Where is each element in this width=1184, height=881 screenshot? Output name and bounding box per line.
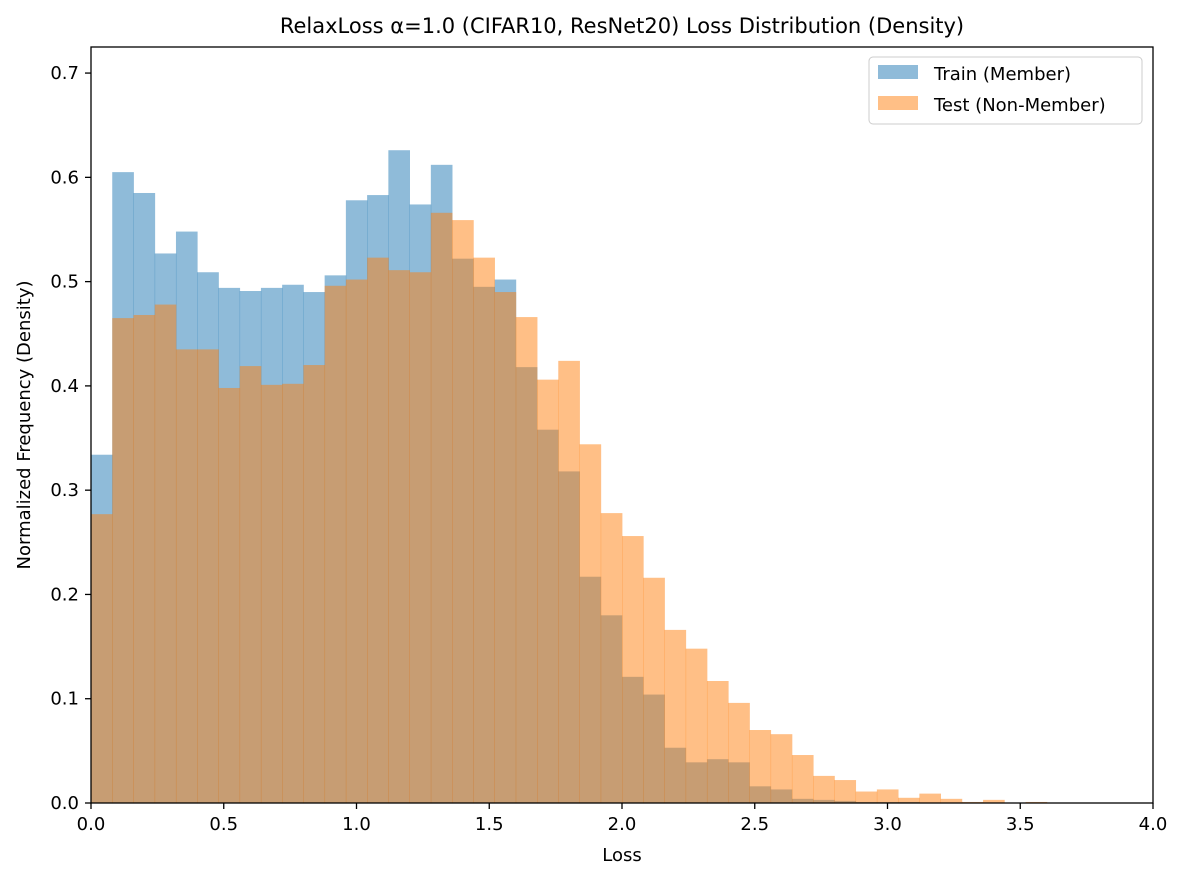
test-bar: [749, 730, 772, 803]
test-bar: [600, 513, 623, 803]
test-bar: [940, 798, 963, 803]
y-tick-label: 0.5: [50, 272, 79, 293]
legend-swatch-test: [878, 96, 918, 110]
x-tick-label: 3.0: [873, 814, 902, 835]
test-bar: [876, 789, 899, 803]
y-axis: 0.0 0.1 0.2 0.3 0.4 0.5 0.6 0.7: [50, 63, 91, 814]
test-bar: [133, 314, 156, 803]
legend-label-train: Train (Member): [933, 64, 1071, 85]
legend-swatch-train: [878, 65, 918, 79]
legend-box: [868, 56, 1143, 125]
x-tick-label: 1.0: [342, 814, 371, 835]
x-tick-label: 1.5: [475, 814, 504, 835]
series-test: [91, 212, 1048, 804]
test-bar: [112, 318, 134, 803]
y-tick-label: 0.4: [50, 376, 79, 397]
y-tick-label: 0.2: [50, 584, 79, 605]
x-tick-label: 4.0: [1139, 814, 1168, 835]
test-bar: [91, 514, 113, 803]
y-tick-label: 0.1: [50, 689, 79, 710]
test-bar: [260, 384, 283, 803]
test-bar: [452, 220, 474, 804]
legend-label-test: Test (Non-Member): [933, 95, 1106, 116]
test-bar: [898, 797, 920, 803]
test-bar: [154, 304, 177, 803]
x-tick-label: 0.5: [209, 814, 238, 835]
test-bar: [367, 257, 389, 803]
test-bar: [855, 791, 878, 803]
bars-layer: [91, 150, 1048, 804]
test-bar: [282, 383, 304, 803]
y-axis-label: Normalized Frequency (Density): [14, 281, 35, 570]
y-tick-label: 0.6: [50, 167, 79, 188]
test-bar: [622, 536, 644, 803]
test-bar: [706, 681, 729, 803]
test-bar: [579, 444, 602, 803]
x-tick-label: 3.5: [1006, 814, 1035, 835]
test-bar: [558, 360, 580, 803]
y-tick-label: 0.0: [50, 793, 79, 814]
test-bar: [813, 775, 835, 803]
test-bar: [770, 734, 793, 803]
test-bar: [791, 755, 814, 803]
chart-title: RelaxLoss α=1.0 (CIFAR10, ResNet20) Loss…: [280, 14, 964, 38]
test-bar: [919, 793, 941, 803]
test-bar: [834, 780, 857, 803]
legend: Train (Member) Test (Non-Member): [868, 56, 1143, 125]
test-bar: [983, 799, 1005, 803]
test-bar: [218, 387, 241, 803]
test-bar: [494, 292, 517, 803]
test-bar: [303, 365, 326, 803]
test-bar: [664, 629, 687, 803]
test-bar: [473, 257, 495, 803]
x-tick-label: 0.0: [77, 814, 106, 835]
x-tick-label: 2.0: [608, 814, 637, 835]
test-bar: [409, 272, 432, 803]
test-bar: [175, 349, 198, 803]
test-bar: [728, 702, 750, 803]
test-bar: [345, 279, 368, 803]
test-bar: [643, 577, 665, 803]
y-tick-label: 0.3: [50, 480, 79, 501]
test-bar: [685, 648, 708, 803]
test-bar: [430, 212, 453, 804]
test-bar: [239, 366, 262, 803]
x-axis: 0.0 0.5 1.0 1.5 2.0 2.5 3.0 3.5 4.0: [77, 803, 1168, 835]
test-bar: [515, 317, 538, 803]
x-axis-label: Loss: [602, 845, 641, 866]
test-bar: [197, 349, 219, 803]
test-bar: [324, 285, 347, 803]
x-tick-label: 2.5: [740, 814, 769, 835]
y-tick-label: 0.7: [50, 63, 79, 84]
test-bar: [537, 379, 559, 803]
test-bar: [388, 270, 410, 803]
